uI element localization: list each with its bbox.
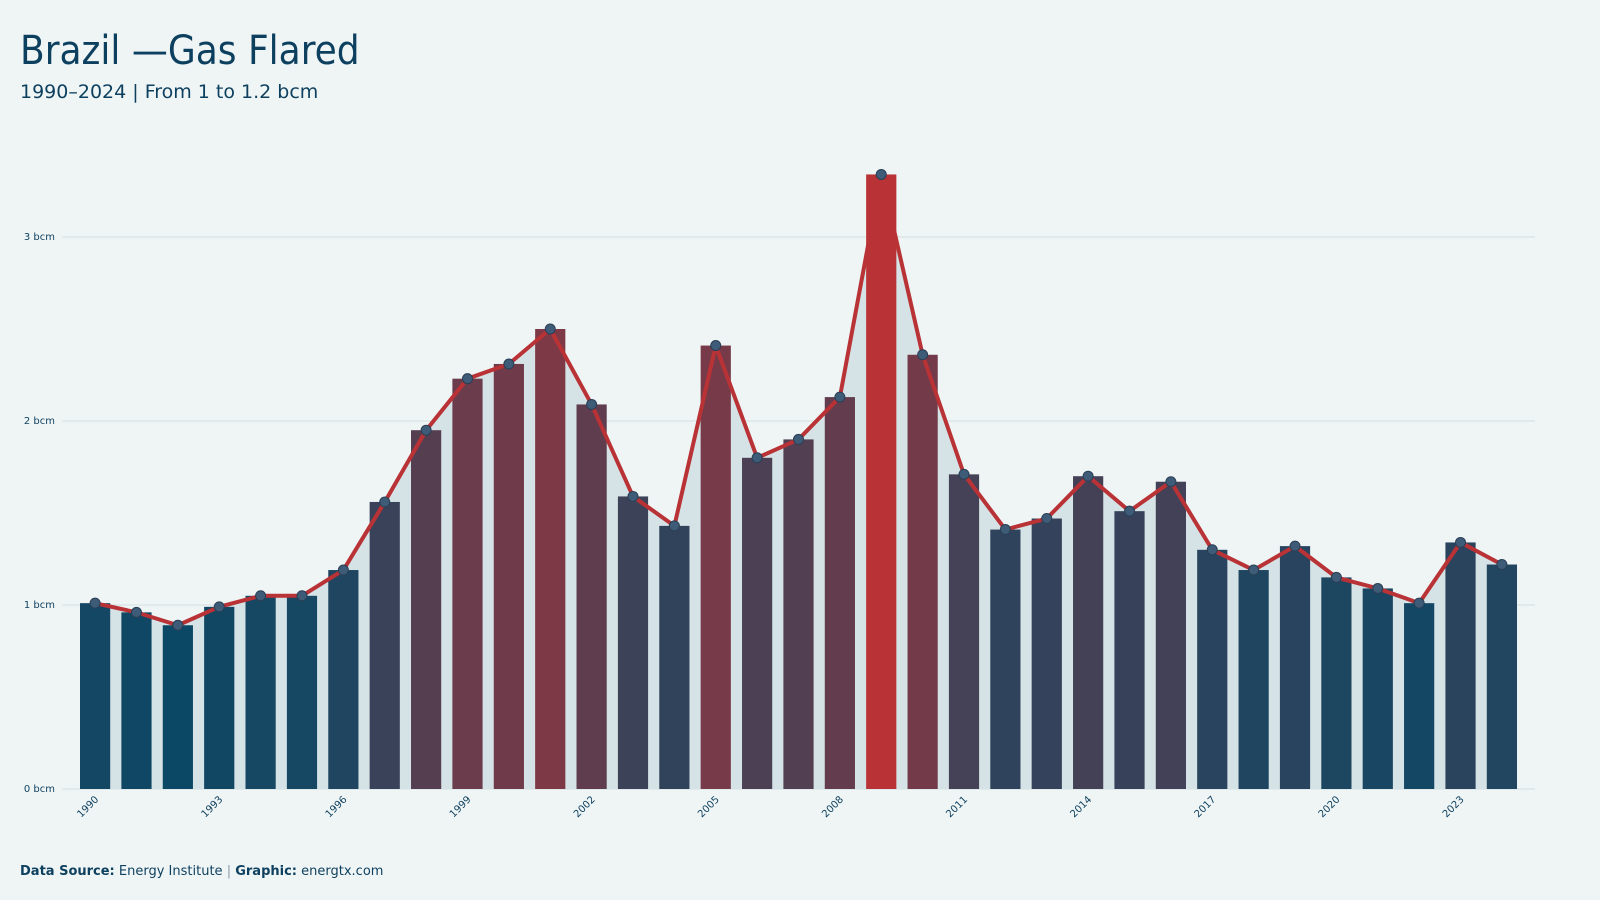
bar [990,529,1021,789]
marker [255,590,267,602]
marker [958,468,970,480]
bar [1486,564,1518,789]
y-tick-label: 2 bcm [24,416,55,427]
chart-subtitle: 1990–2024 | From 1 to 1.2 bcm [20,81,318,103]
marker [1124,505,1136,517]
bar [79,603,111,789]
bar [1238,570,1269,789]
bar [328,570,359,789]
bar [286,595,318,789]
bar [659,525,690,789]
bar [493,363,524,789]
marker [213,601,225,613]
bar [121,612,152,789]
bar [742,457,773,789]
marker [999,524,1011,536]
bar [576,404,607,789]
marker [1496,559,1508,571]
marker [834,391,846,403]
separator: | [227,864,231,879]
graphic-label: Graphic: [235,864,297,879]
marker [793,433,804,445]
bar [1362,588,1393,789]
y-tick-label: 0 bcm [24,784,55,795]
bar [948,474,980,789]
bar [824,397,855,789]
bar [907,354,938,789]
marker [1372,582,1384,594]
marker [379,496,391,508]
bar [1114,511,1145,789]
bar [162,625,193,789]
bar [1073,476,1104,789]
marker [586,398,598,410]
bar [1279,546,1311,789]
marker [1041,513,1053,525]
marker [172,619,184,631]
bar [1197,549,1228,789]
bar [535,329,566,789]
marker [1455,536,1467,548]
marker [668,520,680,532]
bar [369,501,400,789]
bar [783,439,814,789]
y-tick-label: 1 bcm [24,600,55,611]
marker [1289,540,1301,552]
graphic: energtx.com [301,864,383,879]
marker [917,349,929,361]
marker [503,358,515,370]
marker [89,597,101,609]
marker [875,168,887,180]
source: Energy Institute [119,864,223,879]
bar [452,378,483,789]
marker [1330,571,1342,583]
bar [866,174,897,789]
bar [204,606,235,789]
footer: Data Source: Energy Institute | Graphic:… [20,864,383,879]
marker [420,424,432,436]
marker [296,590,308,602]
marker [1206,544,1218,556]
marker [627,490,639,502]
bar [245,595,276,789]
marker [130,606,142,618]
marker [751,452,763,464]
bar [1031,518,1062,789]
bar [617,496,649,789]
chart-title: Brazil —Gas Flared [20,28,360,74]
source-label: Data Source: [20,864,115,879]
marker [337,564,349,576]
bar [1321,577,1352,789]
bar [1445,542,1476,789]
bar [700,345,731,789]
bar [411,430,442,789]
marker [710,340,722,352]
marker [461,373,473,385]
marker [1082,470,1094,482]
bar [1404,603,1435,789]
marker [1248,564,1260,576]
marker [1413,597,1425,609]
y-tick-label: 3 bcm [24,232,55,243]
bar [1155,481,1186,789]
marker [544,323,556,335]
marker [1165,476,1177,488]
